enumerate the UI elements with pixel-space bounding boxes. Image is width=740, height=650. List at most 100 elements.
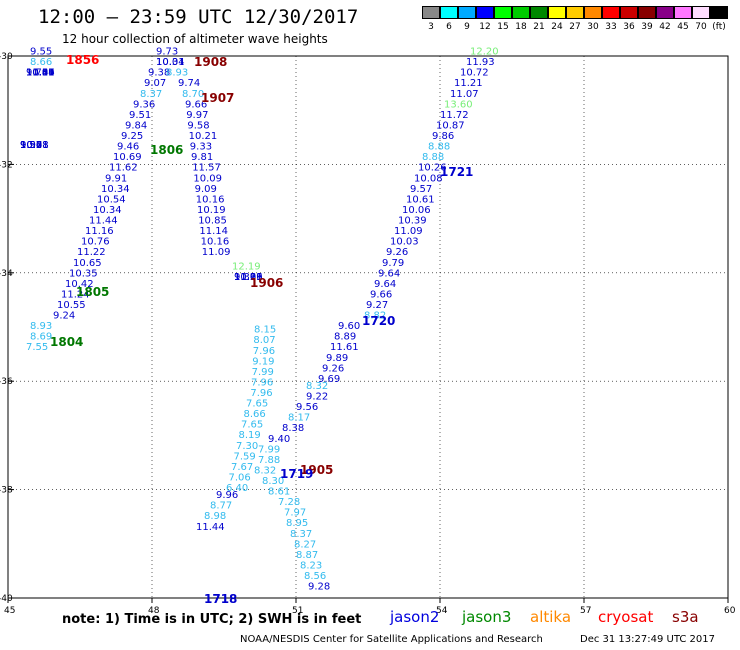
x-tick-label: 48: [148, 606, 160, 616]
wave-height-value: 10.42: [65, 279, 94, 290]
pass-time-label: 1719: [280, 467, 313, 481]
wave-height-value: 7.96: [250, 388, 272, 399]
wave-height-value: 8.93: [166, 68, 188, 79]
y-tick-label: -36: [0, 377, 13, 387]
wave-height-value: 10.69: [26, 68, 55, 79]
wave-height-value: 10.34: [93, 205, 122, 216]
wave-height-value: 10.87: [436, 120, 465, 131]
wave-height-value: 8.88: [428, 142, 450, 153]
wave-height-value: 9.66: [370, 289, 392, 300]
wave-height-value: 9.51: [129, 110, 151, 121]
pass-time-label: 1718: [204, 592, 237, 606]
colorbar-swatch: [584, 6, 602, 19]
wave-height-value: 10.72: [460, 68, 489, 79]
wave-height-value: 8.30: [262, 476, 284, 487]
wave-height-value: 11.93: [466, 57, 495, 68]
colorbar-swatch: [674, 6, 692, 19]
wave-height-value: 9.86: [432, 131, 454, 142]
wave-height-value: 9.27: [366, 300, 388, 311]
wave-height-value: 9.91: [105, 173, 127, 184]
colorbar-swatch: [512, 6, 530, 19]
page-subtitle: 12 hour collection of altimeter wave hei…: [62, 32, 328, 46]
wave-height-value: 9.78: [26, 68, 48, 79]
x-tick-label: 45: [4, 606, 15, 616]
colorbar-label: 33: [605, 22, 617, 32]
wave-height-value: 11.44: [89, 216, 118, 227]
wave-height-value: 9.74: [178, 78, 200, 89]
wave-height-value: 10.71: [20, 140, 49, 151]
colorbar-swatch: [656, 6, 674, 19]
colorbar-label: 30: [587, 22, 599, 32]
colorbar-swatch: [638, 6, 656, 19]
colorbar-swatch: [458, 6, 476, 19]
wave-height-value: 11.05: [26, 68, 55, 79]
colorbar-label: 36: [623, 22, 635, 32]
wave-height-value: 11.57: [192, 163, 221, 174]
wave-height-value: 10.26: [418, 163, 447, 174]
colorbar-label: 18: [515, 22, 527, 32]
wave-height-value: 11.62: [109, 163, 138, 174]
wave-height-value: 8.98: [204, 511, 226, 522]
wave-height-value: 10.76: [81, 237, 110, 248]
wave-height-value: 8.89: [334, 332, 356, 343]
colorbar-label: 70: [695, 22, 707, 32]
wave-height-value: 8.69: [30, 332, 52, 343]
colorbar-swatch: [476, 6, 494, 19]
wave-height-value: 10.85: [198, 216, 227, 227]
wave-height-value: 7.99: [258, 444, 280, 455]
wave-height-value: 7.65: [241, 420, 263, 431]
colorbar-swatch: [710, 6, 728, 19]
credit-text: NOAA/NESDIS Center for Satellite Applica…: [240, 634, 543, 645]
wave-height-value: 9.25: [121, 131, 143, 142]
wave-height-value: 9.94: [20, 140, 42, 151]
pass-time-label: 1908: [194, 55, 227, 69]
wave-height-value: 9.26: [322, 363, 344, 374]
wave-height-value: 8.61: [268, 487, 290, 498]
colorbar-swatch: [620, 6, 638, 19]
legend-item-s3a: s3a: [672, 608, 699, 626]
y-tick-label: -40: [0, 594, 13, 604]
legend-item-cryosat: cryosat: [598, 608, 654, 626]
wave-height-value: 9.89: [326, 353, 348, 364]
colorbar-label: 12: [479, 22, 491, 32]
wave-height-value: 9.97: [186, 110, 208, 121]
colorbar-swatch: [548, 6, 566, 19]
wave-height-value: 9.55: [30, 47, 52, 58]
wave-height-value: 7.59: [234, 451, 256, 462]
wave-height-value: 11.51: [26, 68, 55, 79]
wave-height-value: 11.16: [85, 226, 114, 237]
wave-height-value: 11.13: [234, 272, 263, 283]
wave-height-value: 10.38: [20, 140, 49, 151]
wave-height-value: 10.66: [234, 272, 263, 283]
wave-height-value: 10.34: [101, 184, 130, 195]
wave-height-value: 7.88: [258, 455, 280, 466]
wave-height-value: 9.64: [374, 279, 396, 290]
wave-height-value: 9.36: [133, 99, 155, 110]
wave-height-value: 9.26: [386, 247, 408, 258]
wave-height-value: 9.66: [185, 99, 207, 110]
legend-item-altika: altika: [530, 608, 572, 626]
wave-height-value: 9.81: [191, 152, 213, 163]
pass-time-label: 1721: [440, 165, 473, 179]
wave-height-value: 9.24: [53, 311, 75, 322]
y-tick-label: -32: [0, 160, 13, 170]
wave-height-value: 11.61: [330, 342, 359, 353]
wave-height-value: 8.93: [30, 321, 52, 332]
legend-item-jason2: jason2: [390, 608, 440, 626]
wave-height-value: 10.21: [189, 131, 218, 142]
wave-height-value: 10.16: [196, 194, 225, 205]
wave-height-value: 9.52: [20, 140, 42, 151]
wave-height-value: 7.65: [246, 399, 268, 410]
colorbar-label: 42: [659, 22, 671, 32]
wave-height-value: 8.66: [30, 57, 52, 68]
wave-height-value: 10.35: [69, 268, 98, 279]
wave-height-value: 9.84: [125, 120, 147, 131]
wave-height-value: 9.58: [187, 120, 209, 131]
wave-height-value: 8.70: [182, 89, 204, 100]
wave-height-value: 10.16: [201, 237, 230, 248]
wave-height-value: 9.07: [144, 78, 166, 89]
wave-height-value: 8.66: [244, 409, 266, 420]
wave-height-value: 10.31: [156, 57, 185, 68]
wave-height-value: 8.95: [286, 518, 308, 529]
